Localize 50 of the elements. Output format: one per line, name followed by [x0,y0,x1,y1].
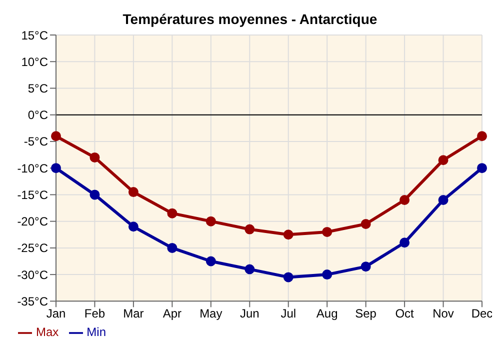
y-tick-label: -35°C [17,294,48,308]
point [360,218,371,229]
y-tick-label: -5°C [24,134,48,149]
x-tick-label: Nov [432,306,454,321]
point [400,238,410,248]
x-tick-label: Jan [46,306,66,321]
point [283,272,294,282]
point [128,187,138,198]
point [283,230,294,240]
legend-label: Max [36,325,59,340]
x-tick-label: Oct [395,306,415,321]
point [477,131,487,142]
point [90,152,100,162]
point [51,131,61,142]
point [206,216,216,226]
x-tick-label: Dec [471,306,493,321]
y-tick-label: -15°C [17,188,48,202]
y-tick-label: -20°C [17,214,48,229]
y-tick-label: 5°C [28,81,48,96]
point [322,270,332,280]
point [244,264,255,274]
x-tick-label: Aug [316,306,338,321]
point [167,242,178,253]
point [322,226,332,237]
point [400,195,410,206]
x-tick-label: Jun [240,306,260,321]
y-tick-label: 10°C [21,54,48,69]
point [206,256,216,266]
x-tick-label: Feb [84,306,106,321]
x-tick-label: Jul [280,306,296,321]
y-tick-label: -10°C [17,161,48,176]
legend-label: Min [86,325,106,340]
point [90,190,100,200]
point [244,224,255,234]
y-tick-label: 15°C [21,28,48,42]
point [438,195,448,206]
point [438,155,448,166]
y-tick-label: -30°C [17,268,48,282]
point [128,222,138,232]
chart-title: Températures moyennes - Antarctique [122,10,378,29]
point [51,163,61,174]
x-tick-label: May [200,306,222,321]
x-tick-label: Mar [123,306,144,321]
point [360,262,371,272]
point [477,163,487,174]
point [167,208,178,218]
y-tick-label: 0°C [28,108,48,122]
y-tick-label: -25°C [17,241,48,256]
x-tick-label: Sep [355,306,377,321]
x-tick-label: Apr [162,306,182,321]
